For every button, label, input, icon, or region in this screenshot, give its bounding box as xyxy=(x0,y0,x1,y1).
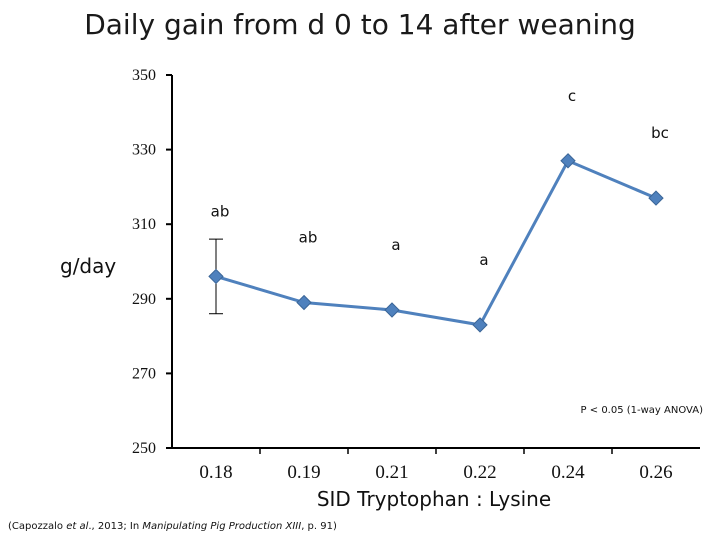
y-tick-label: 330 xyxy=(132,142,156,159)
y-tick-label: 350 xyxy=(132,67,156,84)
citation: (Capozzalo et al., 2013; In Manipulating… xyxy=(8,521,337,532)
significance-label: ab xyxy=(211,202,230,220)
p-value-note: P < 0.05 (1-way ANOVA) xyxy=(581,405,704,416)
citation-suffix: , p. 91) xyxy=(301,521,337,532)
significance-label: a xyxy=(479,251,488,269)
significance-label: a xyxy=(391,236,400,254)
x-tick-label: 0.26 xyxy=(639,462,672,483)
y-tick-label: 290 xyxy=(132,291,156,308)
significance-label: ab xyxy=(299,229,318,247)
significance-label: c xyxy=(568,87,576,105)
data-point-marker xyxy=(560,153,576,169)
x-tick-label: 0.24 xyxy=(551,462,585,483)
citation-book: Manipulating Pig Production XIII xyxy=(142,521,302,532)
axes xyxy=(171,75,700,449)
chart-title: Daily gain from d 0 to 14 after weaning xyxy=(84,8,636,41)
x-tick-label: 0.21 xyxy=(375,462,408,483)
data-point-marker xyxy=(296,294,312,311)
y-axis-ticks: 250 270 290 310 330 350 xyxy=(132,67,172,457)
y-tick-label: 250 xyxy=(132,440,156,457)
data-point-marker xyxy=(208,268,224,285)
y-axis-label: g/day xyxy=(60,254,116,278)
y-tick-label: 270 xyxy=(132,365,156,382)
citation-middle: ., 2013; In xyxy=(88,521,143,532)
series-line xyxy=(215,158,657,327)
citation-prefix: (Capozzalo xyxy=(8,521,67,532)
citation-etal: et al xyxy=(66,521,89,532)
significance-labels: ab ab a a c bc xyxy=(211,87,669,269)
x-axis-ticks: 0.18 0.19 0.21 0.22 0.24 0.26 xyxy=(199,448,673,483)
y-tick-label: 310 xyxy=(132,216,156,233)
data-series xyxy=(208,153,664,333)
x-tick-label: 0.22 xyxy=(463,462,496,483)
data-point-marker xyxy=(472,317,488,333)
x-tick-label: 0.19 xyxy=(287,462,320,483)
x-tick-label: 0.18 xyxy=(199,462,232,483)
significance-label: bc xyxy=(651,124,669,142)
data-point-marker xyxy=(648,190,664,206)
x-axis-label: SID Tryptophan : Lysine xyxy=(317,487,551,511)
data-point-marker xyxy=(384,302,400,318)
